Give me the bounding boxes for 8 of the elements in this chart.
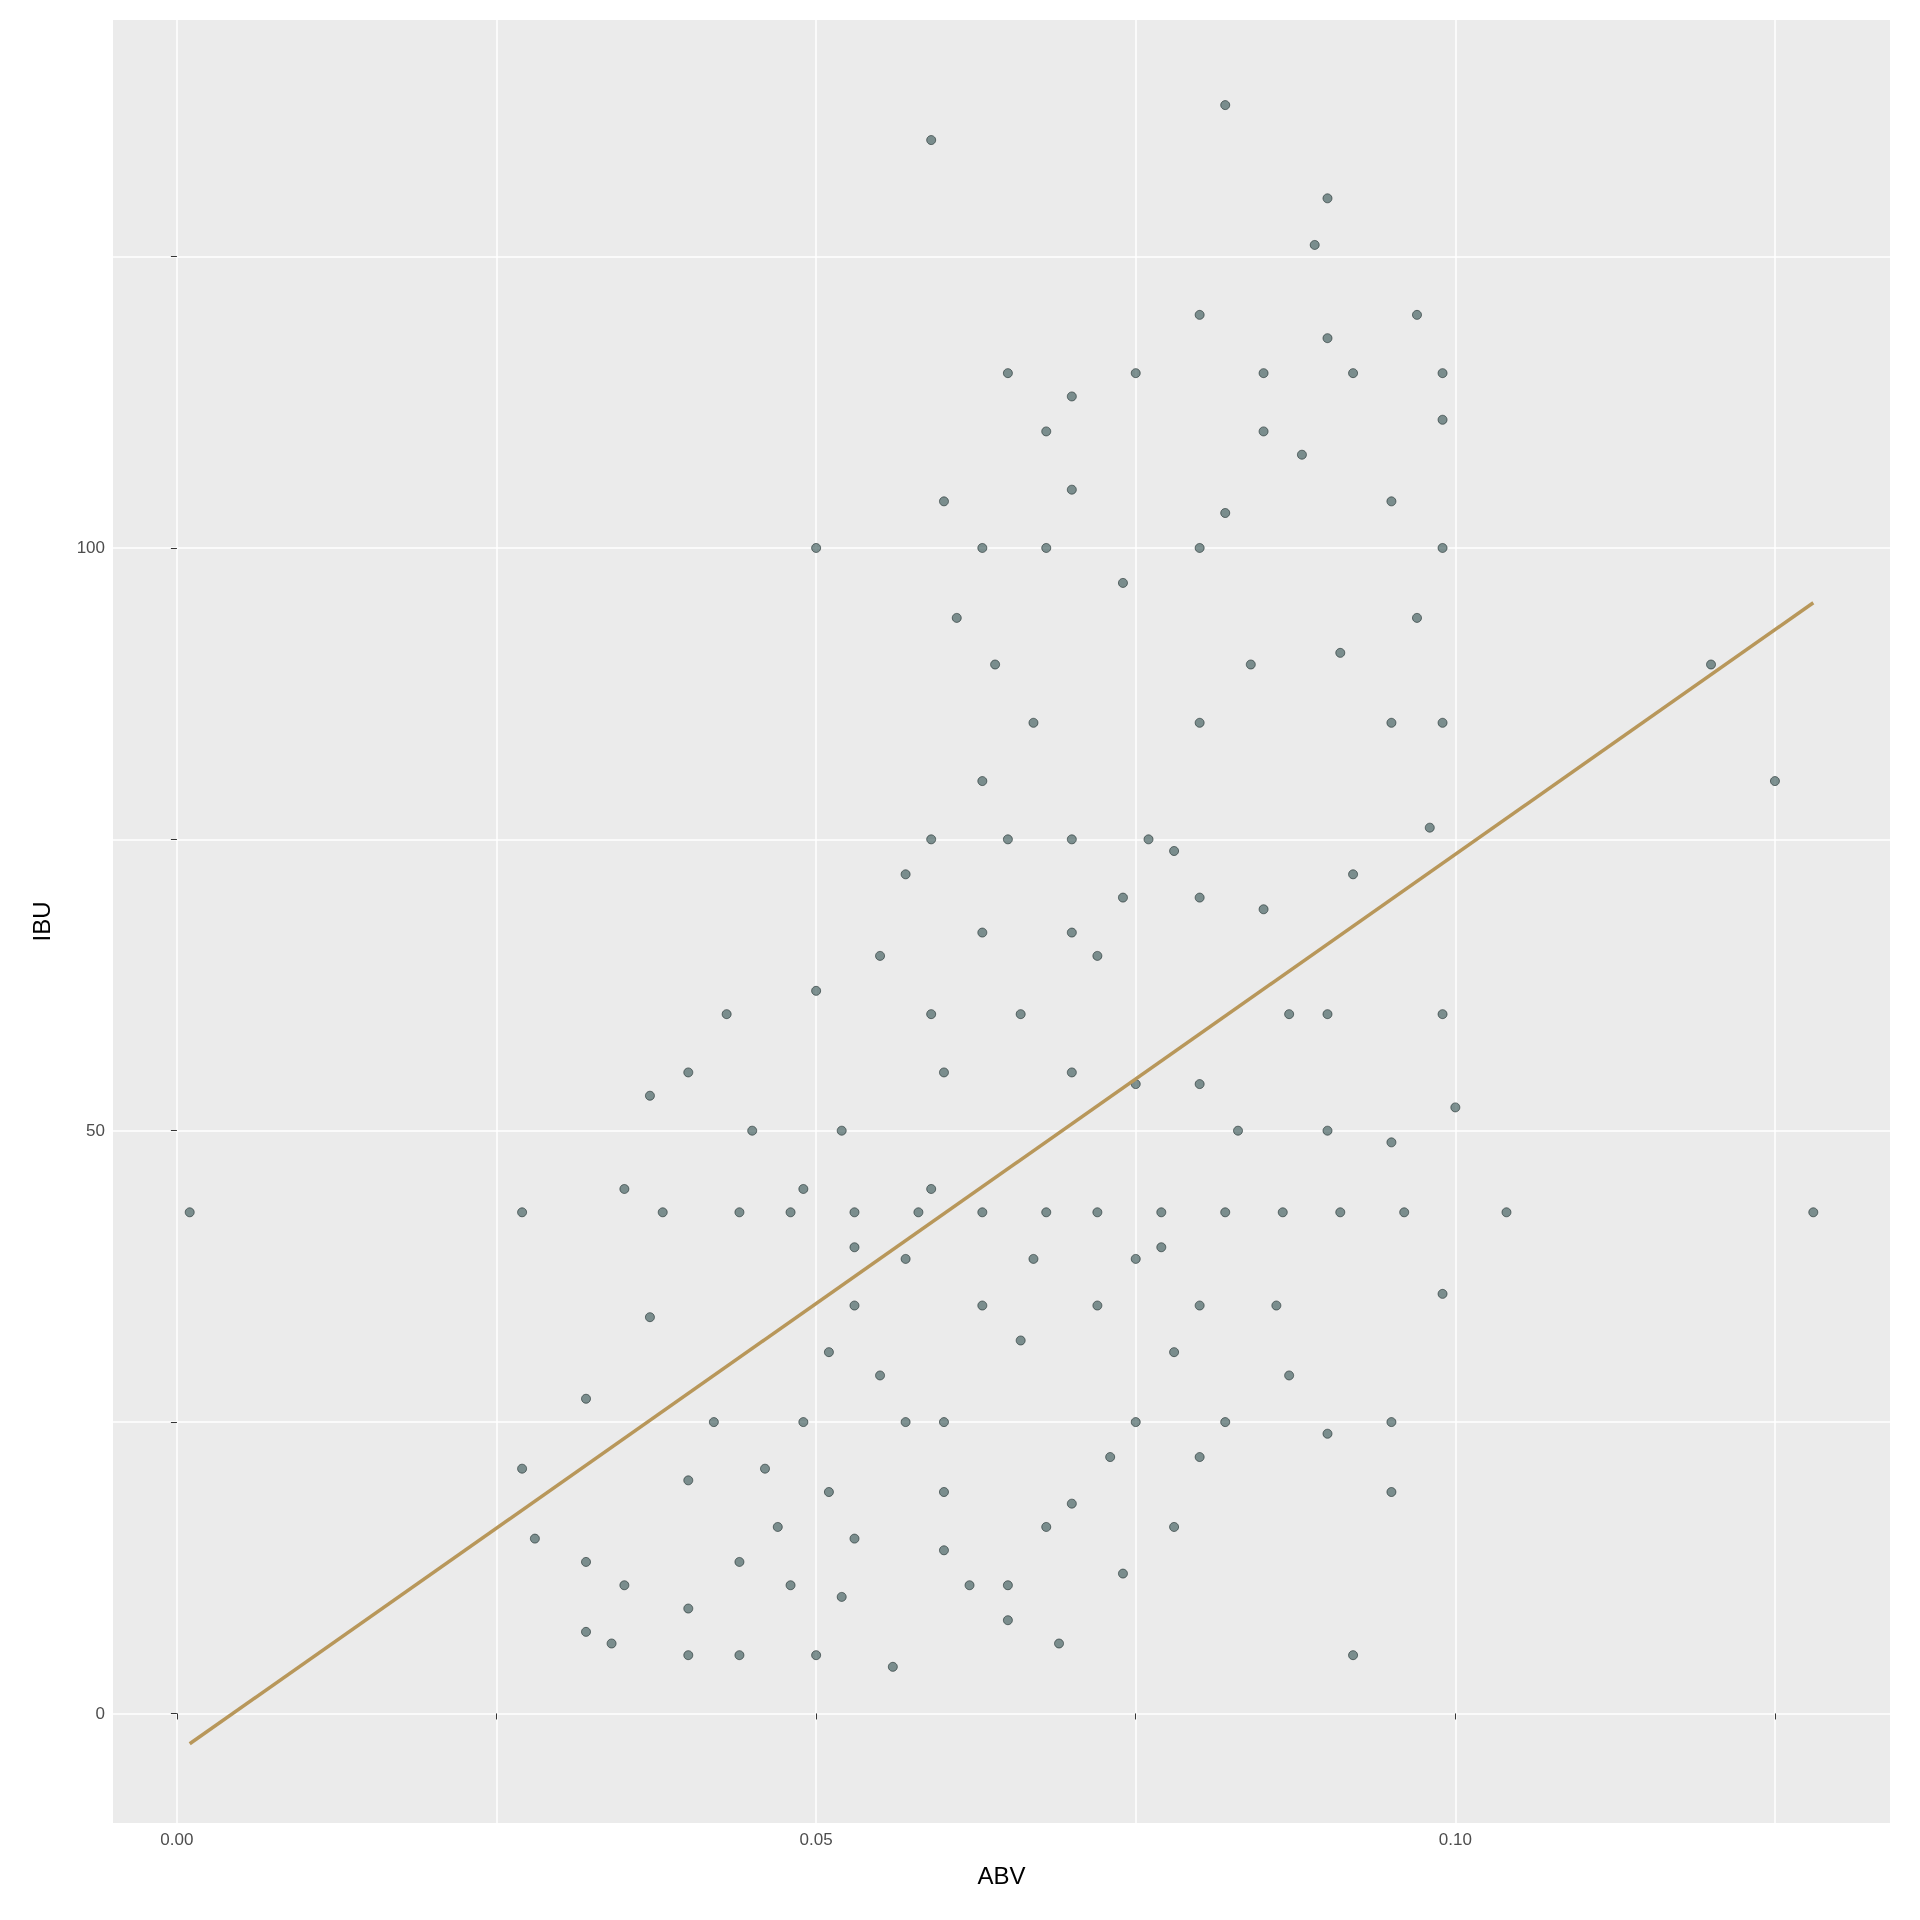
y-tick-label: 0 <box>95 1703 105 1723</box>
y-axis-title: IBU <box>27 901 55 942</box>
x-axis-title: ABV <box>977 1861 1026 1889</box>
x-tick-label: 0.10 <box>1438 1830 1472 1849</box>
x-tick-label: 0.00 <box>160 1830 194 1849</box>
x-tick-label: 0.05 <box>799 1830 833 1849</box>
y-tick-label: 100 <box>76 538 105 558</box>
y-tick-label: 50 <box>86 1121 105 1141</box>
